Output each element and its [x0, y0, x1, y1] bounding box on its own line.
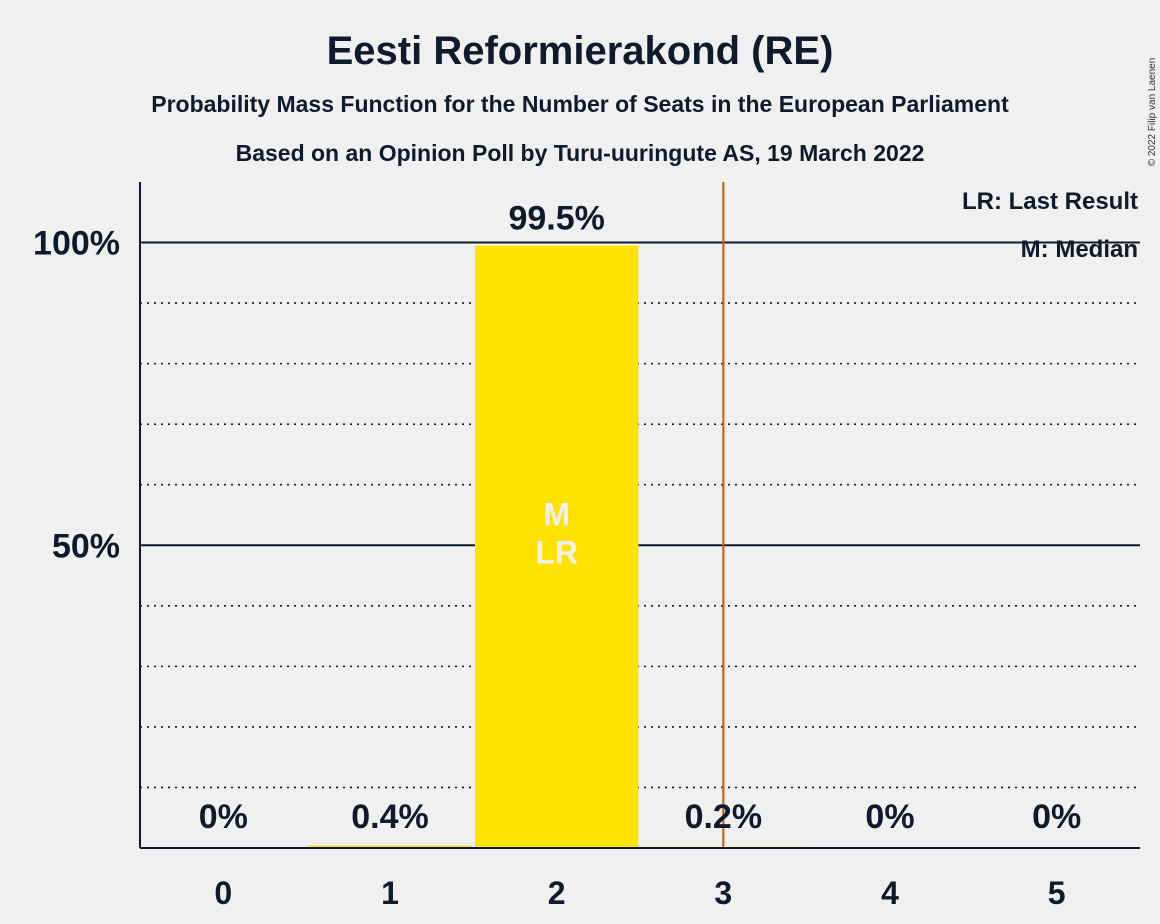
data-label: 0% — [199, 798, 248, 836]
axes: 100% 50% 0 1 2 3 4 5 — [33, 182, 1140, 911]
y-tick-label: 50% — [52, 527, 120, 565]
bar-seats-1 — [308, 845, 472, 848]
median-marker: M — [543, 496, 570, 532]
bar-seats-2 — [475, 245, 639, 848]
data-labels: 0% 0.4% 99.5% 0.2% 0% 0% — [199, 200, 1081, 836]
data-label: 0% — [1032, 798, 1081, 836]
chart-source: Based on an Opinion Poll by Turu-uuringu… — [236, 140, 925, 166]
legend-median: M: Median — [1021, 236, 1138, 263]
bars — [308, 245, 805, 848]
chart-title: Eesti Reformierakond (RE) — [327, 29, 834, 73]
legend-last-result: LR: Last Result — [962, 188, 1138, 215]
copyright-notice: © 2022 Filip van Laenen — [1147, 58, 1158, 167]
x-tick-label: 4 — [881, 875, 899, 911]
x-tick-label: 2 — [548, 875, 566, 911]
gridlines — [140, 241, 1140, 789]
data-label: 99.5% — [508, 200, 604, 238]
median-lr-markers: MLR — [535, 182, 725, 848]
x-tick-label: 1 — [381, 875, 399, 911]
y-tick-label: 100% — [33, 225, 120, 263]
last-result-marker: LR — [535, 534, 578, 570]
data-label: 0% — [865, 798, 914, 836]
data-label: 0.4% — [351, 798, 429, 836]
x-tick-label: 3 — [714, 875, 732, 911]
x-tick-label: 5 — [1048, 875, 1066, 911]
x-tick-label: 0 — [214, 875, 232, 911]
chart-subtitle: Probability Mass Function for the Number… — [151, 91, 1009, 117]
data-label: 0.2% — [685, 798, 763, 836]
